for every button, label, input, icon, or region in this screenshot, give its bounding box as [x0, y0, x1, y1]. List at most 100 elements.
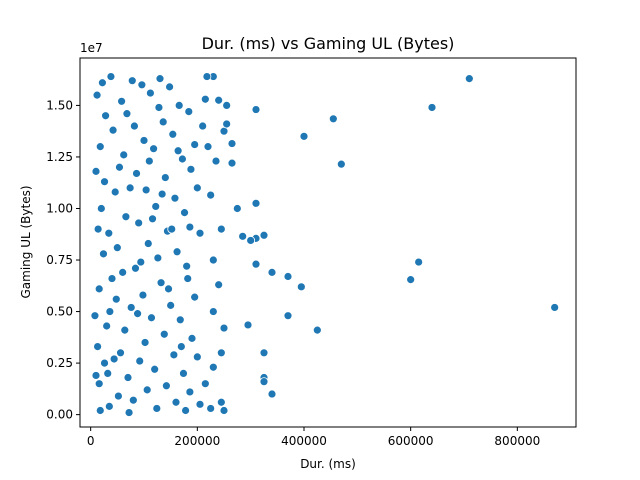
data-point [117, 96, 126, 106]
data-point [195, 399, 205, 409]
data-point [120, 325, 130, 335]
data-point [108, 125, 118, 135]
y-axis-label: Gaming UL (Bytes) [19, 185, 33, 298]
data-point [154, 103, 164, 112]
y-tick-label: 1.25 [46, 150, 73, 164]
data-point [180, 208, 189, 218]
data-point [312, 325, 322, 335]
data-point [114, 391, 123, 401]
data-point [246, 236, 256, 245]
data-point [267, 389, 277, 399]
data-point [159, 329, 169, 339]
data-point [238, 231, 248, 241]
x-tick-label: 0 [87, 434, 95, 448]
x-tick-label: 600000 [388, 434, 434, 448]
data-point [179, 368, 188, 378]
data-point [127, 76, 137, 86]
y-tick-label: 0.25 [46, 356, 73, 370]
data-point [147, 313, 156, 323]
data-point [219, 406, 229, 415]
data-point [150, 364, 160, 374]
data-point [136, 257, 146, 267]
y-tick-label: 1.50 [46, 98, 73, 112]
data-point [124, 408, 134, 417]
data-point [259, 377, 269, 387]
data-point [208, 307, 218, 316]
data-point [206, 190, 216, 200]
data-point [116, 348, 125, 358]
data-point [406, 275, 416, 285]
data-point [243, 320, 253, 330]
data-point [152, 404, 162, 413]
data-point [158, 117, 168, 127]
data-point [167, 224, 177, 234]
data-point [186, 164, 196, 174]
data-point [128, 395, 138, 405]
data-point [142, 385, 152, 395]
data-point [145, 88, 155, 98]
data-point [195, 228, 205, 238]
data-point [144, 156, 154, 166]
data-point [98, 78, 107, 88]
data-point [164, 284, 173, 294]
data-point [216, 224, 226, 234]
data-point [91, 166, 101, 176]
points-layer [90, 72, 560, 417]
data-point [251, 105, 261, 114]
data-point [131, 263, 140, 273]
data-point [161, 381, 171, 391]
data-point [156, 278, 166, 288]
data-point [190, 140, 200, 149]
data-point [169, 350, 179, 360]
data-point [125, 183, 135, 193]
data-point [336, 159, 346, 169]
data-point [96, 204, 106, 213]
data-point [208, 362, 218, 372]
data-point [123, 373, 133, 382]
data-point [172, 247, 182, 257]
data-point [155, 74, 165, 84]
data-point [95, 142, 105, 152]
data-point [134, 218, 144, 228]
data-point [202, 72, 212, 81]
data-point [200, 94, 210, 104]
data-point [101, 111, 110, 121]
data-point [177, 154, 187, 164]
data-point [112, 243, 122, 253]
data-point [126, 303, 136, 312]
data-point [185, 387, 195, 397]
data-point [219, 323, 229, 333]
data-point [129, 121, 139, 131]
data-point [148, 214, 157, 224]
data-point [100, 177, 109, 187]
data-point [111, 294, 121, 304]
data-point [259, 230, 269, 240]
data-point [175, 315, 185, 325]
data-point [176, 342, 186, 352]
data-point [157, 189, 167, 199]
data-point [187, 333, 197, 343]
data-point [143, 239, 153, 248]
data-point [200, 379, 210, 389]
data-point [227, 158, 237, 168]
data-point [166, 300, 176, 310]
data-point [203, 142, 213, 152]
data-point [93, 224, 103, 234]
data-point [219, 126, 229, 136]
data-point [151, 202, 161, 211]
chart-title: Dur. (ms) vs Gaming UL (Bytes) [202, 34, 455, 53]
x-tick-label: 800000 [494, 434, 540, 448]
data-point [283, 311, 293, 321]
data-point [91, 371, 101, 380]
data-point [299, 131, 309, 141]
data-point [427, 103, 437, 112]
data-point [102, 321, 112, 331]
data-point [115, 162, 124, 172]
data-point [109, 354, 119, 364]
data-point [119, 150, 129, 160]
data-point [90, 311, 100, 321]
data-point [174, 101, 184, 110]
data-point [103, 368, 113, 378]
x-axis-label: Dur. (ms) [300, 457, 356, 471]
